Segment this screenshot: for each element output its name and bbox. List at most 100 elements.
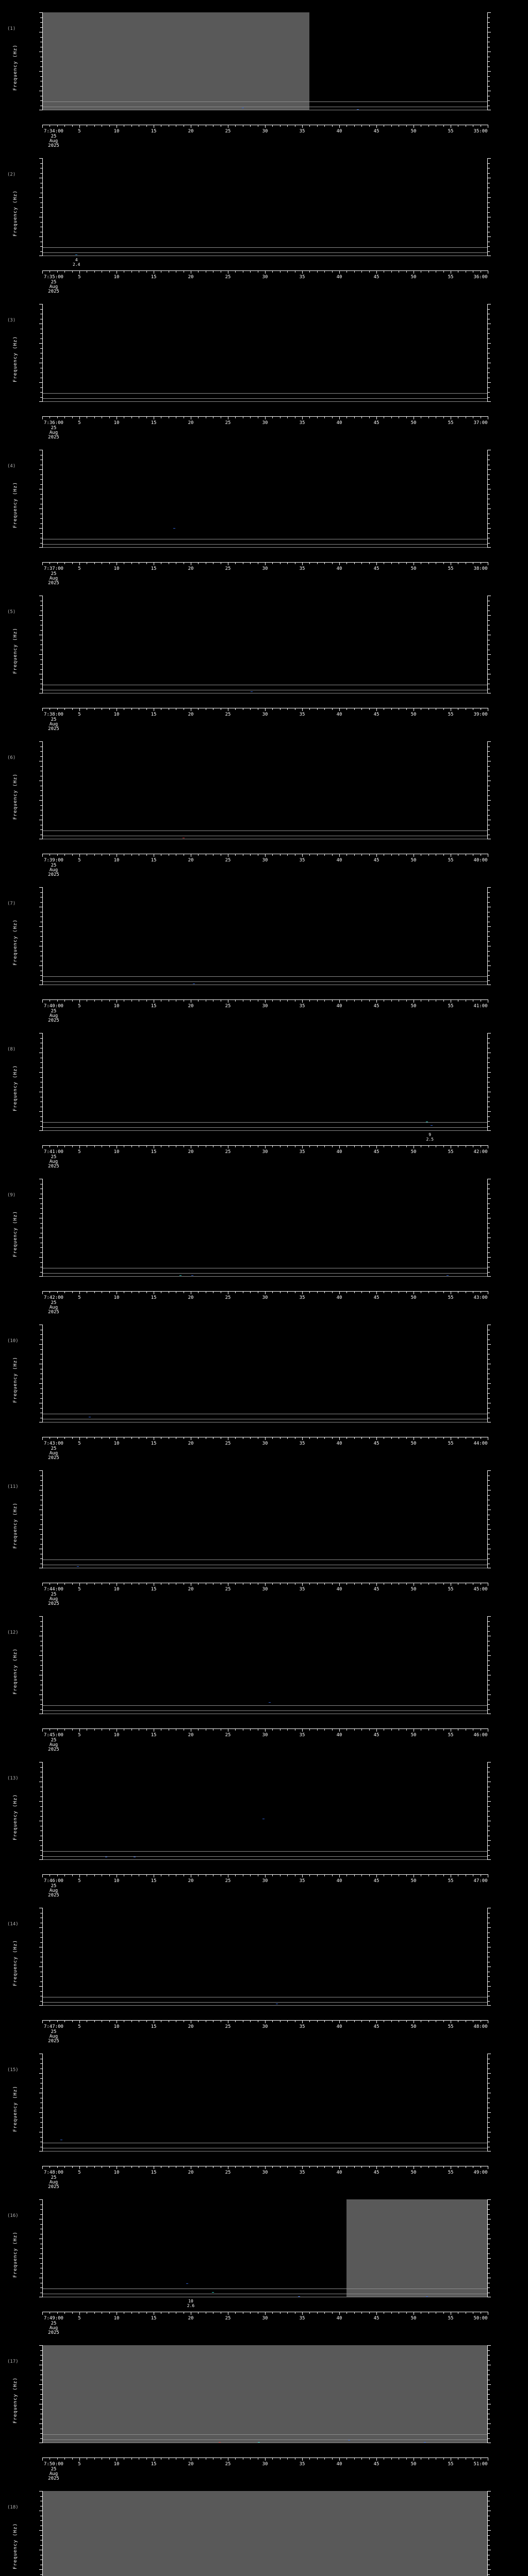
plot-area[interactable] bbox=[39, 887, 491, 985]
plot-area[interactable] bbox=[39, 158, 491, 256]
plot-area[interactable] bbox=[39, 1908, 491, 2006]
x-axis-tick bbox=[376, 1437, 377, 1440]
x-axis-tick bbox=[324, 2312, 325, 2314]
plot-area[interactable] bbox=[39, 596, 491, 693]
x-axis-tick bbox=[361, 416, 362, 418]
y-axis-tick bbox=[40, 27, 42, 28]
x-axis-tick-label: 40 bbox=[336, 1295, 342, 1300]
reference-line bbox=[42, 981, 488, 982]
plot-area[interactable] bbox=[39, 12, 491, 110]
spectrogram-panel[interactable]: (16)Frequency (Hz)10008006004002000102.6… bbox=[0, 2192, 528, 2338]
x-axis-tick-label: 15 bbox=[151, 1295, 157, 1300]
x-axis-tick-label: 25 bbox=[225, 2170, 231, 2175]
x-axis-tick bbox=[339, 562, 340, 565]
plot-area[interactable] bbox=[39, 2491, 491, 2576]
x-axis-tick bbox=[346, 854, 348, 856]
x-axis-tick-label: 5 bbox=[78, 1733, 81, 1738]
plot-area[interactable] bbox=[39, 2199, 491, 2297]
plot-area[interactable] bbox=[39, 1470, 491, 1568]
spectrogram-panel[interactable]: (13)Frequency (Hz)1000800600400200051015… bbox=[0, 1755, 528, 1901]
panel-number-label: (7) bbox=[7, 901, 16, 906]
detection-mark[interactable] bbox=[179, 1275, 182, 1276]
spectrogram-panel[interactable]: (18)Frequency (Hz)1000800600400200051015… bbox=[0, 2484, 528, 2576]
plot-area[interactable] bbox=[39, 741, 491, 839]
y-axis-spine-left bbox=[42, 2491, 43, 2576]
detection-mark[interactable] bbox=[186, 2283, 188, 2284]
detection-mark[interactable] bbox=[251, 691, 253, 692]
spectrogram-panel[interactable]: (3)Frequency (Hz)10008006004002000510152… bbox=[0, 297, 528, 443]
spectrogram-panel[interactable]: (7)Frequency (Hz)10008006004002000510152… bbox=[0, 880, 528, 1026]
x-axis-tick bbox=[131, 125, 132, 127]
y-axis-tick bbox=[40, 1480, 42, 1481]
plot-area[interactable] bbox=[39, 1616, 491, 1714]
x-axis-tick bbox=[265, 1583, 266, 1586]
panel-number-label: (1) bbox=[7, 26, 16, 31]
detection-mark[interactable] bbox=[425, 2296, 428, 2297]
detection-mark[interactable] bbox=[430, 1125, 433, 1126]
x-axis-tick bbox=[376, 1728, 377, 1732]
detection-mark[interactable] bbox=[268, 1702, 271, 1703]
detection-mark[interactable] bbox=[77, 1566, 79, 1567]
spectrogram-panel[interactable]: (8)Frequency (Hz)1000800600400200092.551… bbox=[0, 1026, 528, 1172]
plot-area[interactable] bbox=[39, 304, 491, 402]
x-axis-tick-label: 15 bbox=[151, 420, 157, 426]
spectrogram-panel[interactable]: (6)Frequency (Hz)10008006004002000510152… bbox=[0, 734, 528, 880]
spectrogram-panel[interactable]: (12)Frequency (Hz)1000800600400200051015… bbox=[0, 1609, 528, 1755]
x-axis-tick-label: 35 bbox=[299, 1587, 305, 1592]
plot-area[interactable] bbox=[39, 1762, 491, 1860]
plot-area[interactable] bbox=[39, 1179, 491, 1277]
spectrogram-panel[interactable]: (1)Frequency (Hz)10008006004002000510152… bbox=[0, 5, 528, 151]
spectrogram-panel[interactable]: (5)Frequency (Hz)10008006004002000510152… bbox=[0, 588, 528, 734]
x-axis-tick bbox=[346, 2020, 348, 2022]
x-axis-tick bbox=[346, 562, 348, 564]
x-axis-tick bbox=[391, 854, 392, 856]
detection-mark[interactable] bbox=[298, 2296, 301, 2297]
data-coverage-block bbox=[42, 2345, 488, 2443]
x-axis-tick bbox=[302, 416, 303, 419]
y-axis-tick bbox=[40, 1359, 42, 1360]
detection-mark[interactable] bbox=[357, 109, 359, 110]
y-axis-tick-right bbox=[488, 975, 490, 976]
x-axis-tick bbox=[302, 562, 303, 565]
plot-area[interactable] bbox=[39, 1033, 491, 1131]
detection-mark[interactable] bbox=[219, 2442, 221, 2443]
detection-mark[interactable] bbox=[173, 528, 176, 529]
y-axis-tick bbox=[40, 1991, 42, 1992]
x-axis-tick bbox=[287, 270, 288, 273]
plot-area[interactable] bbox=[39, 1325, 491, 1422]
reference-line bbox=[42, 398, 488, 399]
spectrogram-panel[interactable]: (10)Frequency (Hz)1000800600400200051015… bbox=[0, 1317, 528, 1463]
x-axis-tick bbox=[131, 2020, 132, 2022]
detection-mark[interactable] bbox=[191, 1275, 193, 1276]
y-axis-tick bbox=[40, 358, 42, 359]
detection-mark[interactable] bbox=[258, 2442, 260, 2443]
x-axis-tick bbox=[64, 270, 65, 273]
x-axis-tick bbox=[428, 1874, 429, 1876]
x-axis-tick-label: 35 bbox=[299, 1878, 305, 1884]
spectrogram-panel[interactable]: (11)Frequency (Hz)1000800600400200051015… bbox=[0, 1463, 528, 1609]
y-axis-tick bbox=[40, 100, 42, 101]
y-axis-tick bbox=[40, 1942, 42, 1943]
detection-mark[interactable] bbox=[423, 2442, 426, 2443]
spectrogram-panel[interactable]: (17)Frequency (Hz)1000800600400200051015… bbox=[0, 2338, 528, 2484]
x-axis-tick bbox=[369, 270, 370, 273]
x-axis-tick bbox=[346, 270, 348, 273]
spectrogram-panel[interactable]: (9)Frequency (Hz)10008006004002000510152… bbox=[0, 1172, 528, 1317]
spectrogram-panel[interactable]: (14)Frequency (Hz)1000800600400200051015… bbox=[0, 1901, 528, 2046]
detection-mark[interactable] bbox=[447, 1275, 449, 1276]
spectrogram-panel[interactable]: (15)Frequency (Hz)1000800600400200051015… bbox=[0, 2046, 528, 2192]
spectrogram-panel[interactable]: (2)Frequency (Hz)1000800600400200042.451… bbox=[0, 151, 528, 297]
spectrogram-panel[interactable]: (4)Frequency (Hz)10008006004002000510152… bbox=[0, 443, 528, 588]
y-axis-tick-right bbox=[488, 679, 490, 680]
plot-area[interactable] bbox=[39, 2345, 491, 2443]
x-axis-tick-label: 45 bbox=[373, 1149, 380, 1155]
detection-mark[interactable] bbox=[348, 2439, 350, 2441]
x-axis-tick bbox=[339, 270, 340, 274]
detection-mark[interactable] bbox=[212, 2292, 214, 2293]
x-axis-tick-label: 25 bbox=[225, 2462, 231, 2467]
y-axis-tick-right bbox=[488, 1393, 490, 1394]
plot-area[interactable] bbox=[39, 450, 491, 548]
x-axis-tick bbox=[317, 2458, 318, 2460]
plot-area[interactable] bbox=[39, 2054, 491, 2151]
